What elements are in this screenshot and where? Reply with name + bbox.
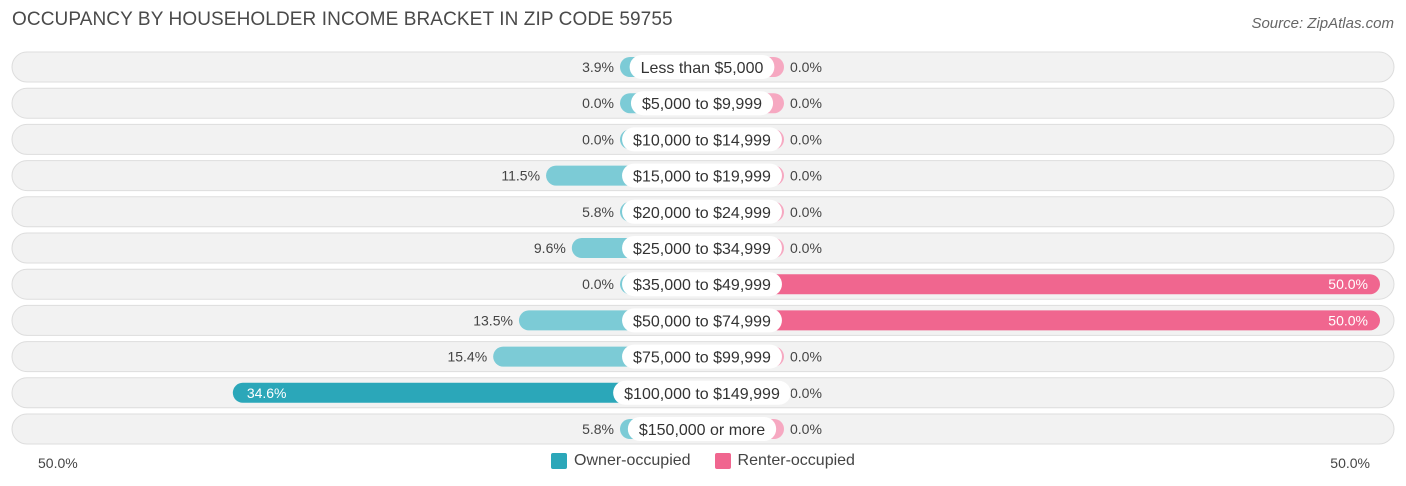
owner-value-label: 9.6% — [534, 240, 566, 256]
axis-label-right: 50.0% — [1330, 455, 1370, 471]
renter-value-label: 50.0% — [1328, 276, 1368, 292]
owner-value-label: 34.6% — [247, 385, 287, 401]
owner-value-label: 13.5% — [473, 312, 513, 328]
owner-value-label: 5.8% — [582, 421, 614, 437]
renter-value-label: 0.0% — [790, 240, 822, 256]
category-pill — [622, 308, 782, 333]
legend-item-renter[interactable]: Renter-occupied — [714, 452, 855, 470]
owner-value-label: 0.0% — [582, 131, 614, 147]
category-pill — [622, 163, 782, 188]
category-pill — [622, 272, 782, 297]
owner-value-label: 3.9% — [582, 59, 614, 75]
axis-label-left: 50.0% — [38, 455, 78, 471]
legend-swatch-renter — [714, 453, 731, 469]
renter-value-label: 0.0% — [790, 95, 822, 111]
owner-value-label: 15.4% — [447, 349, 487, 365]
category-pill — [622, 344, 782, 369]
category-label: $50,000 to $74,999 — [633, 313, 771, 330]
category-label: $20,000 to $24,999 — [633, 205, 771, 222]
renter-value-label: 0.0% — [790, 168, 822, 184]
category-label: $10,000 to $14,999 — [633, 132, 771, 149]
category-pill — [629, 55, 775, 79]
owner-value-label: 0.0% — [582, 276, 614, 292]
chart-source: Source: ZipAtlas.com — [1251, 15, 1394, 32]
renter-value-label: 50.0% — [1328, 312, 1368, 328]
category-label: $35,000 to $49,999 — [633, 277, 771, 294]
renter-bar — [702, 310, 1380, 331]
category-label: $75,000 to $99,999 — [633, 350, 771, 367]
category-pill — [622, 236, 782, 260]
category-label: $25,000 to $34,999 — [633, 241, 771, 258]
category-label: Less than $5,000 — [641, 60, 764, 77]
renter-value-label: 0.0% — [790, 204, 822, 220]
renter-value-label: 0.0% — [790, 349, 822, 365]
legend-label-owner: Owner-occupied — [574, 452, 691, 469]
category-pill — [630, 91, 774, 116]
category-pill — [627, 417, 777, 441]
renter-value-label: 0.0% — [790, 59, 822, 75]
renter-bar — [702, 274, 1380, 295]
renter-value-label: 0.0% — [790, 385, 822, 401]
chart-svg: 3.9% 0.0% Less than $5,000 0.0% 0.0% $5,000 t… — [11, 51, 1395, 445]
owner-bar — [232, 382, 702, 403]
legend: Owner-occupied Renter-occupied — [0, 452, 1406, 470]
category-pill — [622, 199, 782, 224]
owner-value-label: 5.8% — [582, 204, 614, 220]
category-pill — [613, 380, 791, 405]
renter-value-label: 0.0% — [790, 421, 822, 437]
chart-title: OCCUPANCY BY HOUSEHOLDER INCOME BRACKET … — [12, 9, 673, 30]
category-label: $15,000 to $19,999 — [633, 169, 771, 186]
category-pill — [622, 127, 782, 152]
category-label: $150,000 or more — [639, 422, 765, 439]
legend-label-renter: Renter-occupied — [737, 452, 855, 469]
legend-item-owner[interactable]: Owner-occupied — [551, 452, 691, 470]
owner-value-label: 0.0% — [582, 95, 614, 111]
category-label: $100,000 to $149,999 — [624, 386, 780, 403]
category-label: $5,000 to $9,999 — [642, 96, 762, 113]
legend-swatch-owner — [551, 453, 568, 469]
renter-value-label: 0.0% — [790, 131, 822, 147]
owner-value-label: 11.5% — [501, 168, 540, 184]
